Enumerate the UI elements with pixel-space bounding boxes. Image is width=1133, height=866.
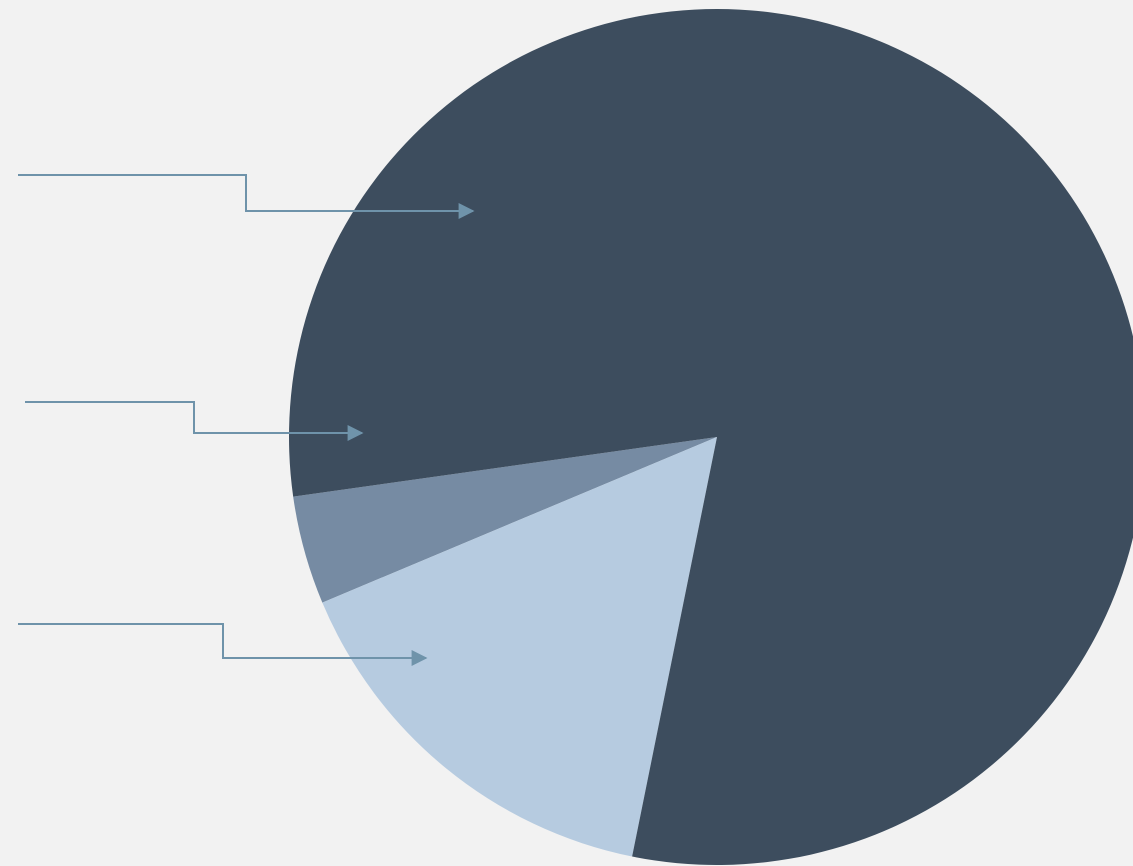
callout-connector-0 [18,174,475,219]
pie-slice-0 [293,437,717,603]
callout-connectors [18,174,475,666]
callout-connector-1 [25,401,364,441]
pie-slice-1 [322,437,717,857]
pie-slice-2 [289,9,1133,866]
callout-connector-2 [18,623,428,666]
pie-slices [289,9,1133,866]
